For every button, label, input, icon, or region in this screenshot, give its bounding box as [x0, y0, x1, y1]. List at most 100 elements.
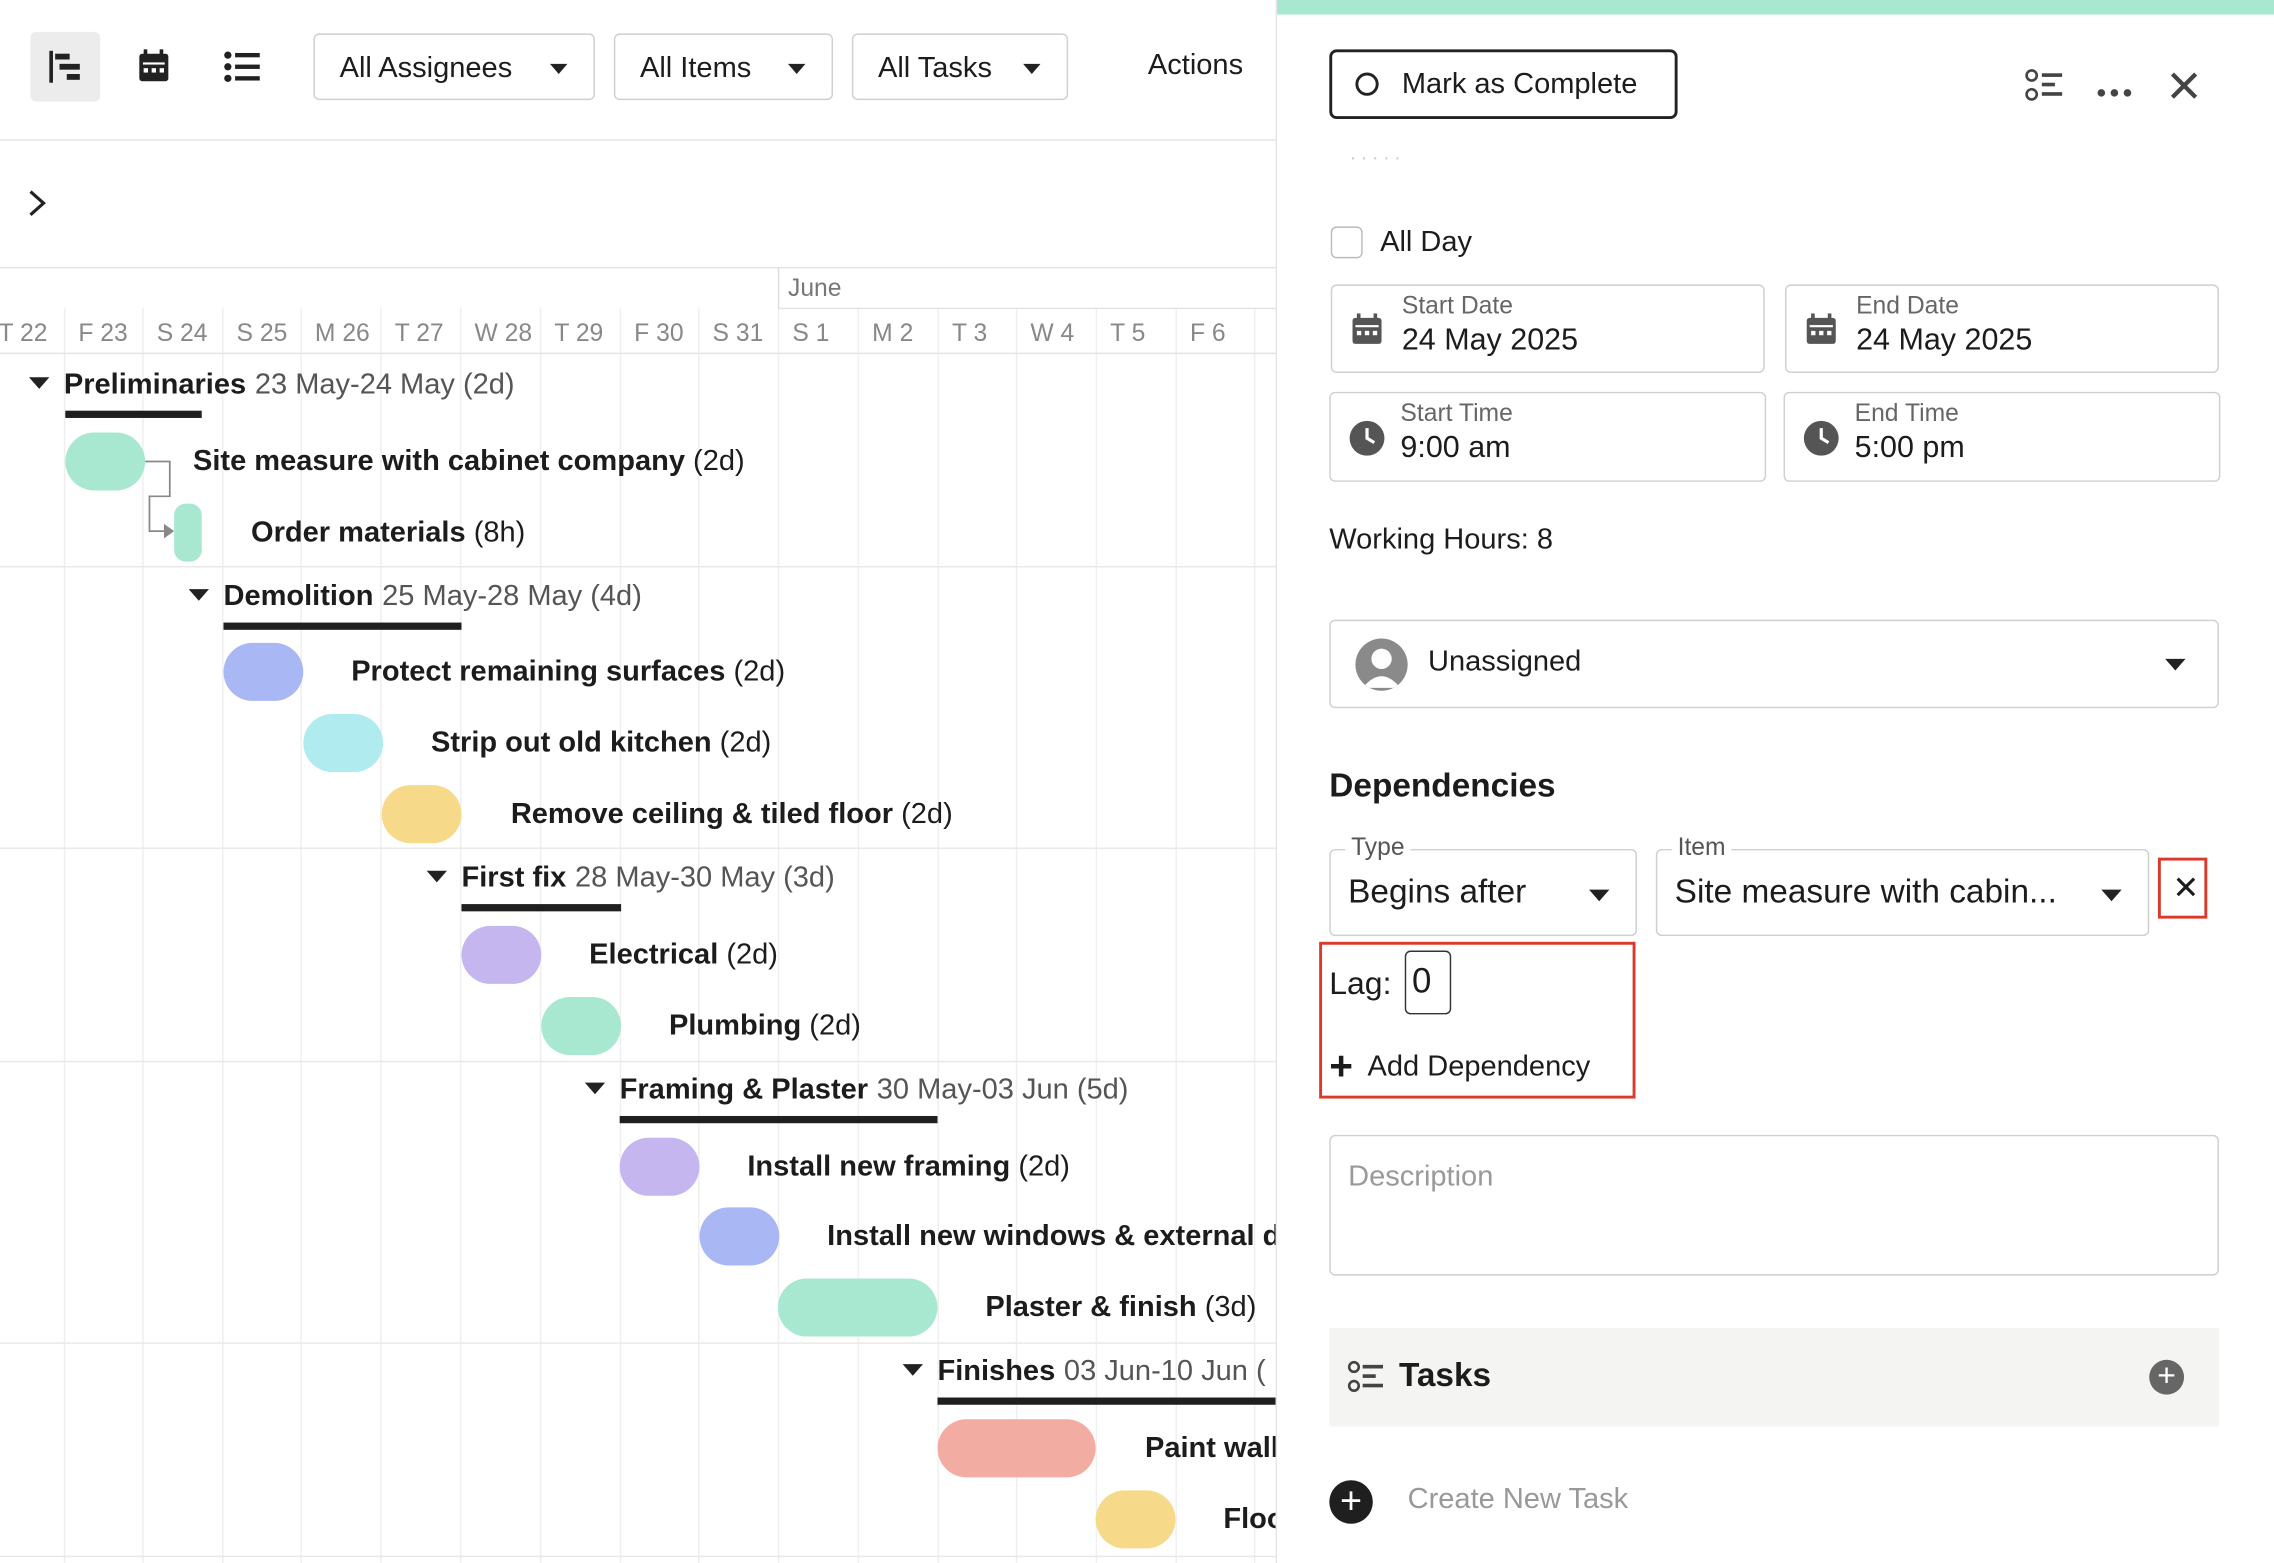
all-day-label: All Day	[1380, 226, 1473, 259]
chevron-right-icon[interactable]	[26, 189, 49, 225]
task-label[interactable]: Install new framing (2d)	[747, 1151, 1070, 1184]
task-name: Plumbing	[669, 1010, 802, 1042]
tasks-section-header[interactable]: Tasks +	[1329, 1327, 2219, 1427]
collapse-triangle-icon[interactable]	[426, 870, 447, 882]
task-bar[interactable]	[541, 996, 622, 1056]
task-duration: (3d)	[1204, 1291, 1257, 1324]
day-label: T 5	[1110, 319, 1146, 347]
group-dates: 23 May-24 May (2d)	[254, 368, 515, 401]
assignees-filter-label: All Assignees	[339, 52, 513, 85]
toolbar-divider	[0, 139, 1278, 141]
task-label[interactable]: Strip out old kitchen (2d)	[431, 727, 771, 760]
start-date-field[interactable]: Start Date 24 May 2025	[1330, 284, 1765, 373]
remove-dependency-button[interactable]: ✕	[2157, 857, 2208, 919]
circle-icon	[1355, 72, 1379, 96]
start-time-field[interactable]: Start Time 9:00 am	[1329, 391, 1767, 482]
day-grid-line	[300, 307, 302, 1563]
assignee-dropdown[interactable]: Unassigned	[1329, 619, 2219, 709]
dependency-item-select[interactable]: Item Site measure with cabin...	[1655, 832, 2150, 937]
task-label[interactable]: Site measure with cabinet company (2d)	[193, 446, 745, 479]
tasks-filter-label: All Tasks	[877, 52, 992, 85]
task-label[interactable]: Remove ceiling & tiled floor (2d)	[511, 798, 953, 831]
task-name: Site measure with cabinet company	[193, 445, 685, 478]
collapse-triangle-icon[interactable]	[29, 376, 50, 389]
task-label[interactable]: Plaster & finish (3d)	[985, 1292, 1256, 1325]
task-label[interactable]: Plumbing (2d)	[669, 1010, 861, 1043]
chevron-down-icon	[1023, 63, 1041, 75]
close-icon[interactable]	[2168, 70, 2200, 109]
end-time-label: End Time	[1854, 399, 1959, 427]
assignees-filter-dropdown[interactable]: All Assignees	[313, 33, 595, 101]
chevron-down-icon	[550, 63, 568, 75]
day-grid-line	[777, 307, 780, 1563]
add-dependency-button[interactable]: + Add Dependency	[1329, 1039, 1591, 1089]
clock-icon	[1348, 419, 1386, 464]
checklist-icon[interactable]	[2024, 67, 2065, 112]
month-row-divider	[777, 307, 1278, 310]
collapse-triangle-icon[interactable]	[188, 588, 209, 601]
list-view-icon[interactable]	[208, 32, 278, 102]
dependency-type-select[interactable]: Type Begins after	[1329, 832, 1637, 937]
add-task-icon[interactable]: +	[2149, 1359, 2185, 1395]
task-label[interactable]: Protect remaining surfaces (2d)	[351, 656, 785, 689]
lag-input[interactable]: 0	[1404, 950, 1452, 1015]
task-bar[interactable]	[303, 713, 384, 773]
mark-complete-label: Mark as Complete	[1401, 68, 1638, 101]
task-bar[interactable]	[174, 503, 202, 562]
task-bar[interactable]	[699, 1207, 780, 1266]
group-finishes[interactable]: Finishes 03 Jun-10 Jun (	[902, 1355, 1266, 1388]
group-dates: 25 May-28 May (4d)	[382, 580, 642, 613]
task-duration: (2d)	[901, 798, 953, 831]
start-date-value: 24 May 2025	[1401, 323, 1579, 357]
calendar-view-icon[interactable]	[119, 32, 189, 102]
day-grid-line	[380, 307, 382, 1563]
task-bar[interactable]	[619, 1137, 700, 1196]
task-detail-panel: Mark as Complete ····· All Day Start Dat…	[1275, 0, 2274, 1563]
more-options-icon[interactable]	[2097, 80, 2135, 106]
day-grid-line	[142, 307, 144, 1563]
row-divider	[0, 847, 1278, 849]
day-label: S 31	[712, 319, 764, 347]
items-filter-dropdown[interactable]: All Items	[613, 33, 833, 101]
day-label: S 24	[156, 319, 208, 347]
plus-icon: +	[1329, 1043, 1354, 1089]
description-placeholder: Description	[1348, 1160, 1494, 1193]
collapse-triangle-icon[interactable]	[584, 1082, 606, 1094]
task-label[interactable]: Paint wall	[1145, 1432, 1277, 1465]
task-bar[interactable]	[223, 642, 304, 701]
task-label[interactable]: Install new windows & external d	[827, 1220, 1277, 1253]
day-grid-line	[1253, 307, 1256, 1563]
gantt-view-icon[interactable]	[30, 31, 101, 102]
description-field[interactable]: Description	[1329, 1134, 2219, 1276]
task-bar[interactable]	[1095, 1490, 1176, 1549]
group-first-fix[interactable]: First fix 28 May-30 May (3d)	[426, 862, 835, 895]
collapse-triangle-icon[interactable]	[902, 1363, 923, 1376]
day-label: T 3	[951, 319, 988, 347]
task-label[interactable]: Electrical (2d)	[589, 939, 778, 972]
actions-menu[interactable]: Actions	[1147, 49, 1244, 82]
task-bar[interactable]	[937, 1419, 1096, 1478]
scroll-fade-indicator: ·····	[1349, 145, 1406, 169]
task-bar[interactable]	[65, 432, 146, 491]
task-label[interactable]: Order materials (8h)	[251, 517, 525, 550]
day-grid-line	[222, 307, 224, 1563]
task-bar[interactable]	[777, 1278, 938, 1337]
task-bar[interactable]	[381, 785, 462, 844]
task-bar[interactable]	[461, 925, 542, 984]
group-demolition[interactable]: Demolition 25 May-28 May (4d)	[188, 580, 642, 613]
end-date-field[interactable]: End Date 24 May 2025	[1784, 284, 2219, 373]
task-name: Order materials	[251, 516, 466, 549]
mark-complete-button[interactable]: Mark as Complete	[1329, 49, 1678, 119]
group-framing-plaster[interactable]: Framing & Plaster 30 May-03 Jun (5d)	[584, 1074, 1128, 1107]
all-day-checkbox[interactable]	[1330, 226, 1363, 259]
end-time-field[interactable]: End Time 5:00 pm	[1783, 391, 2221, 482]
assignee-value: Unassigned	[1427, 645, 1582, 678]
day-label: S 1	[792, 319, 830, 347]
group-summary-bar	[619, 1115, 938, 1124]
task-name: Floo	[1223, 1503, 1277, 1536]
group-preliminaries[interactable]: Preliminaries 23 May-24 May (2d)	[29, 369, 515, 402]
task-label[interactable]: Floo	[1223, 1503, 1277, 1536]
tasks-filter-dropdown[interactable]: All Tasks	[851, 33, 1069, 101]
group-dates: 28 May-30 May (3d)	[575, 862, 835, 894]
add-dependency-label: Add Dependency	[1367, 1050, 1591, 1083]
